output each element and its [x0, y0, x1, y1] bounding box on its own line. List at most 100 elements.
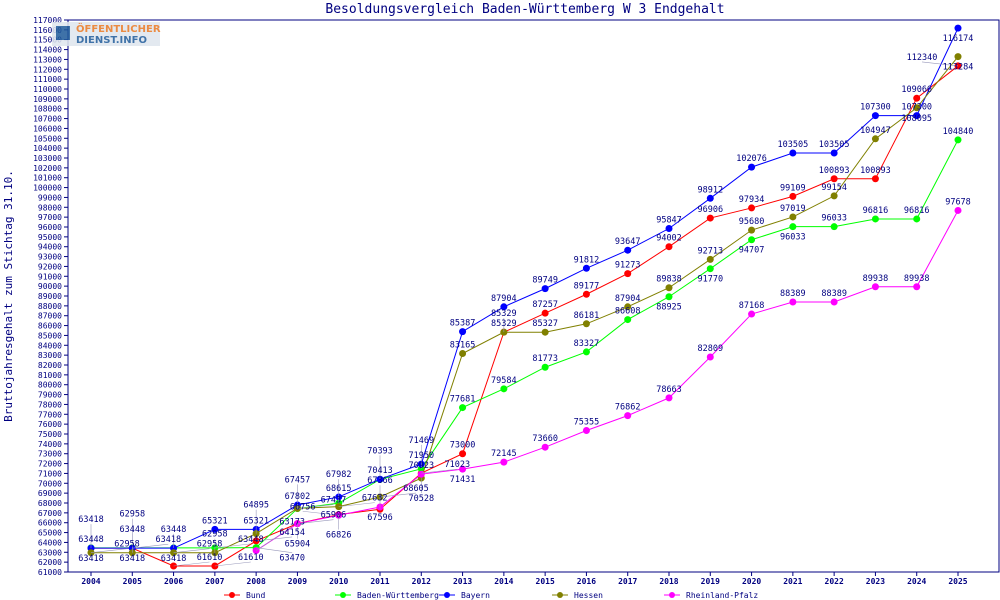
- data-label: 62958: [202, 530, 228, 540]
- y-tick-label: 77000: [38, 410, 62, 419]
- y-tick-label: 115000: [33, 36, 62, 45]
- data-label: 88925: [656, 303, 682, 313]
- legend-label: Baden-Württemberg: [357, 591, 439, 600]
- x-tick-label: 2009: [288, 577, 307, 586]
- data-point: [665, 394, 673, 402]
- y-tick-label: 114000: [33, 46, 62, 55]
- data-label: 70393: [367, 446, 393, 456]
- series-line-rheinland-pfalz: [255, 210, 959, 551]
- data-point: [789, 223, 797, 231]
- data-label: 71469: [408, 436, 434, 446]
- data-label: 86608: [615, 307, 641, 317]
- data-label: 103505: [777, 140, 808, 150]
- data-label: 113284: [943, 63, 974, 73]
- data-point: [624, 316, 632, 324]
- data-label: 63448: [161, 525, 187, 535]
- y-tick-label: 65000: [38, 529, 62, 538]
- data-point: [871, 215, 879, 223]
- data-label: 68605: [403, 484, 429, 494]
- y-tick-label: 80000: [38, 381, 62, 390]
- y-tick-label: 111000: [33, 75, 62, 84]
- data-point: [913, 112, 921, 120]
- data-label: 63418: [78, 554, 104, 564]
- data-labels: 6344863418634186295863448634186341862958…: [78, 34, 973, 564]
- data-label: 108095: [901, 114, 932, 124]
- data-label: 70923: [408, 461, 434, 471]
- y-tick-label: 83000: [38, 351, 62, 360]
- x-tick-label: 2024: [907, 577, 926, 586]
- data-label: 95680: [739, 217, 765, 227]
- data-point: [459, 404, 467, 412]
- legend-label: Hessen: [574, 591, 603, 600]
- data-label: 82809: [697, 344, 723, 354]
- data-point: [748, 310, 756, 318]
- data-label: 89838: [656, 275, 682, 285]
- label-leader-line: [173, 548, 210, 553]
- y-tick-label: 72000: [38, 460, 62, 469]
- logo-text: ÖFFENTLICHER DIENST.INFO: [76, 24, 161, 46]
- data-point: [500, 303, 508, 311]
- data-label: 107300: [901, 103, 932, 113]
- data-label: 93647: [615, 237, 641, 247]
- data-label: 65321: [202, 516, 228, 526]
- data-label: 86181: [574, 311, 600, 321]
- data-label: 61610: [238, 553, 264, 563]
- series-line-hessen: [91, 56, 959, 554]
- data-label: 83165: [450, 341, 476, 351]
- data-point: [541, 328, 549, 336]
- y-axis: 6100062000630006400065000660006700068000…: [33, 16, 68, 577]
- y-tick-label: 78000: [38, 400, 62, 409]
- y-tick-label: 102000: [33, 164, 62, 173]
- data-label: 64895: [243, 501, 269, 511]
- y-tick-label: 101000: [33, 174, 62, 183]
- data-label: 97678: [945, 197, 971, 207]
- label-leader-line: [214, 543, 251, 549]
- data-label: 83327: [574, 339, 600, 349]
- data-label: 97934: [739, 195, 765, 205]
- data-label: 104840: [943, 127, 974, 137]
- y-tick-label: 92000: [38, 262, 62, 271]
- data-point: [665, 284, 673, 292]
- y-tick-label: 85000: [38, 331, 62, 340]
- data-label: 71023: [444, 460, 470, 470]
- data-label: 96816: [863, 206, 889, 216]
- data-label: 92713: [697, 246, 723, 256]
- data-label: 91273: [615, 261, 641, 271]
- data-point: [954, 53, 962, 61]
- y-tick-label: 96000: [38, 223, 62, 232]
- data-label: 97019: [780, 204, 806, 214]
- x-tick-label: 2022: [825, 577, 844, 586]
- y-tick-label: 110000: [33, 85, 62, 94]
- data-point: [706, 265, 714, 273]
- label-leader-line: [921, 61, 959, 67]
- data-point: [541, 363, 549, 371]
- y-tick-label: 109000: [33, 95, 62, 104]
- y-tick-label: 73000: [38, 450, 62, 459]
- x-tick-label: 2008: [247, 577, 266, 586]
- y-tick-label: 62000: [38, 558, 62, 567]
- data-point: [954, 136, 962, 144]
- y-tick-label: 81000: [38, 371, 62, 380]
- y-tick-label: 66000: [38, 519, 62, 528]
- data-label: 99109: [780, 183, 806, 193]
- y-tick-label: 99000: [38, 193, 62, 202]
- data-point: [500, 385, 508, 393]
- x-tick-label: 2004: [81, 577, 100, 586]
- legend-marker: [340, 592, 346, 598]
- y-tick-label: 97000: [38, 213, 62, 222]
- y-tick-label: 108000: [33, 105, 62, 114]
- data-label: 73660: [532, 434, 558, 444]
- data-label: 91812: [574, 255, 600, 265]
- data-point: [582, 348, 590, 356]
- legend-marker: [557, 592, 563, 598]
- data-label: 63418: [78, 515, 104, 525]
- data-label: 87257: [532, 300, 558, 310]
- data-label: 76862: [615, 403, 641, 413]
- logo-mark-icon: [56, 26, 70, 40]
- data-label: 63418: [119, 554, 145, 564]
- y-tick-label: 100000: [33, 184, 62, 193]
- data-point: [913, 94, 921, 102]
- y-tick-label: 84000: [38, 341, 62, 350]
- data-label: 66756: [290, 502, 316, 512]
- data-point: [789, 213, 797, 221]
